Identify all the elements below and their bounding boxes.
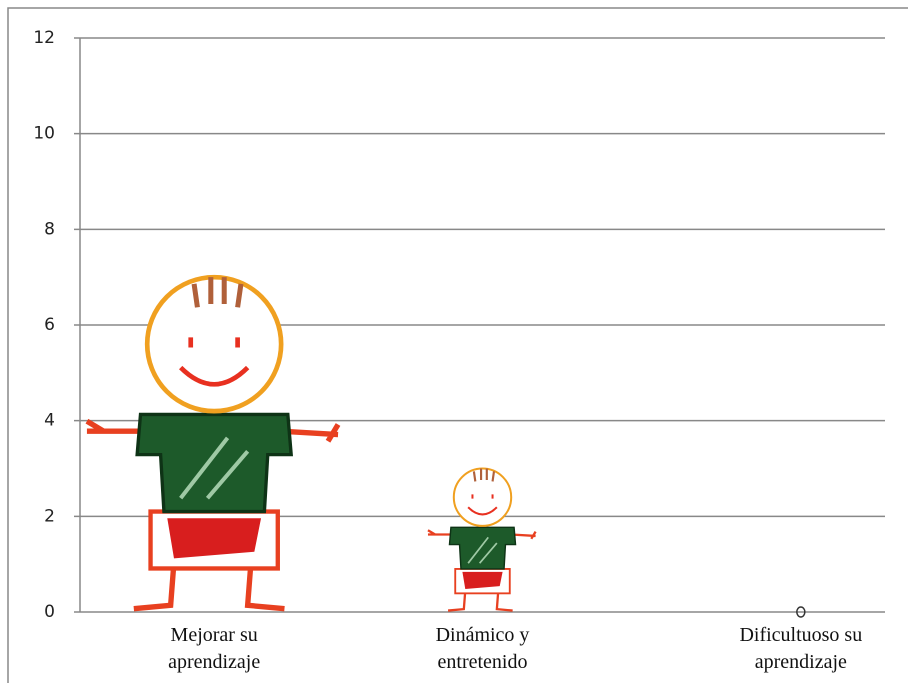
zero-marker [796, 606, 806, 618]
hair [191, 277, 244, 308]
y-tick-label: 4 [44, 411, 55, 431]
shorts-fill [462, 571, 503, 590]
shirt [448, 526, 517, 570]
pictogram [85, 274, 341, 612]
head [452, 467, 513, 527]
shirt [135, 412, 293, 514]
face [467, 494, 498, 516]
head [144, 274, 284, 414]
leg [447, 590, 513, 612]
y-tick-label: 12 [33, 28, 55, 48]
shirt-hatch [467, 536, 498, 564]
shirt-hatch [179, 436, 250, 500]
arm [85, 418, 341, 443]
arm [427, 529, 537, 540]
y-tick-label: 10 [33, 124, 55, 144]
frame [7, 7, 908, 683]
shorts-fill [167, 518, 262, 559]
hair [472, 468, 496, 482]
x-tick-label: Dificultuoso su aprendizaje [739, 624, 863, 673]
pictogram [427, 467, 537, 612]
x-tick-label: Dinámico y entretenido [435, 624, 530, 673]
y-tick-label: 8 [44, 219, 55, 239]
x-tick-label: Mejorar su aprendizaje [168, 624, 261, 673]
y-tick-label: 0 [44, 602, 55, 622]
face [179, 337, 250, 387]
y-tick-label: 2 [44, 506, 55, 526]
leg [133, 561, 285, 612]
y-tick-label: 6 [44, 315, 55, 335]
